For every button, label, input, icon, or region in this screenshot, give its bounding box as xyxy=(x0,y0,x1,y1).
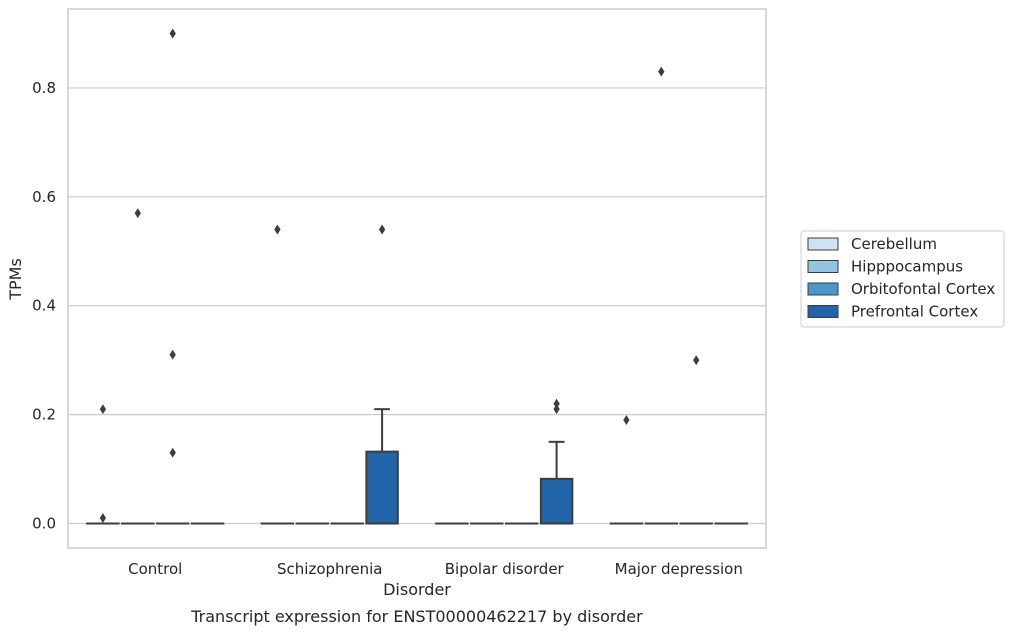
plot-area xyxy=(68,9,766,548)
y-tick-label: 0.2 xyxy=(32,406,56,424)
y-tick-labels: 0.0 0.2 0.4 0.6 0.8 xyxy=(32,79,56,533)
outlier-point xyxy=(693,355,700,366)
boxes xyxy=(86,408,748,525)
legend-swatch xyxy=(807,237,839,251)
legend-swatch xyxy=(807,305,839,318)
outlier-point xyxy=(378,224,386,235)
box xyxy=(539,477,574,525)
outlier-point xyxy=(99,404,107,415)
x-axis-title: Disorder xyxy=(383,580,451,599)
y-tick-label: 0.6 xyxy=(32,188,56,206)
outlier-point xyxy=(169,349,176,360)
y-axis-title: TPMs xyxy=(6,258,25,301)
outlier-point xyxy=(553,404,560,415)
plot-frame xyxy=(67,8,767,549)
outlier-point xyxy=(99,513,107,524)
outlier-point xyxy=(169,447,176,458)
x-tick-labels: Control Schizophrenia Bipolar disorder Majo… xyxy=(128,560,743,578)
x-tick-label: Schizophrenia xyxy=(277,560,382,578)
legend-label: Hipppocampus xyxy=(851,258,963,276)
figure-caption: Transcript expression for ENST0000046221… xyxy=(190,607,643,626)
legend-frame xyxy=(800,230,1005,328)
outlier-point xyxy=(623,415,630,426)
legend: Cerebellum Hipppocampus Orbitofontal Corte… xyxy=(800,230,1005,328)
outlier-point xyxy=(169,28,176,39)
legend-label: Cerebellum xyxy=(851,235,937,253)
outlier-point xyxy=(134,208,141,219)
y-tick-label: 0.4 xyxy=(32,297,56,315)
outlier-point xyxy=(658,66,665,77)
outliers xyxy=(99,28,700,524)
y-tick-label: 0.8 xyxy=(32,79,56,97)
legend-swatch xyxy=(807,260,839,273)
legend-label: Orbitofontal Cortex xyxy=(851,280,995,298)
x-tick-label: Major depression xyxy=(615,560,743,578)
x-tick-label: Control xyxy=(128,560,182,578)
legend-swatch xyxy=(807,282,839,296)
y-tick-label: 0.0 xyxy=(32,515,56,533)
outlier-point xyxy=(553,398,560,409)
outlier-point xyxy=(274,224,281,235)
box xyxy=(365,450,399,525)
x-tick-label: Bipolar disorder xyxy=(445,560,565,578)
legend-label: Prefrontal Cortex xyxy=(851,303,978,321)
